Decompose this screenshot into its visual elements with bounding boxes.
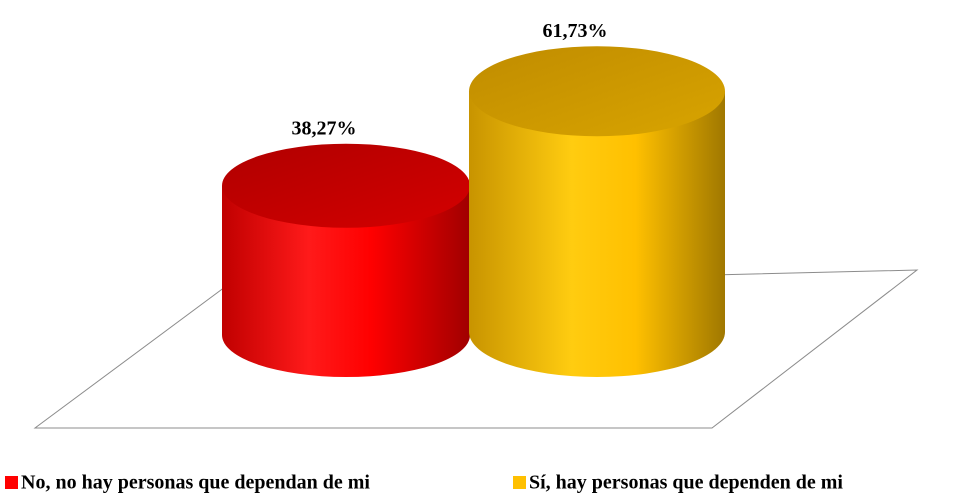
legend-label: No, no hay personas que dependan de mi	[21, 472, 370, 494]
bar	[469, 91, 725, 378]
bar	[222, 185, 470, 377]
bar-top	[469, 46, 725, 137]
legend-swatch	[5, 476, 18, 489]
bar-top	[222, 143, 470, 228]
cylinder	[222, 143, 470, 377]
cylinder	[469, 46, 725, 378]
data-label: 38,27%	[292, 117, 357, 139]
legend-swatch	[513, 476, 526, 489]
legend-label: Sí, hay personas que dependen de mi	[529, 472, 843, 494]
data-label: 61,73%	[543, 20, 608, 42]
